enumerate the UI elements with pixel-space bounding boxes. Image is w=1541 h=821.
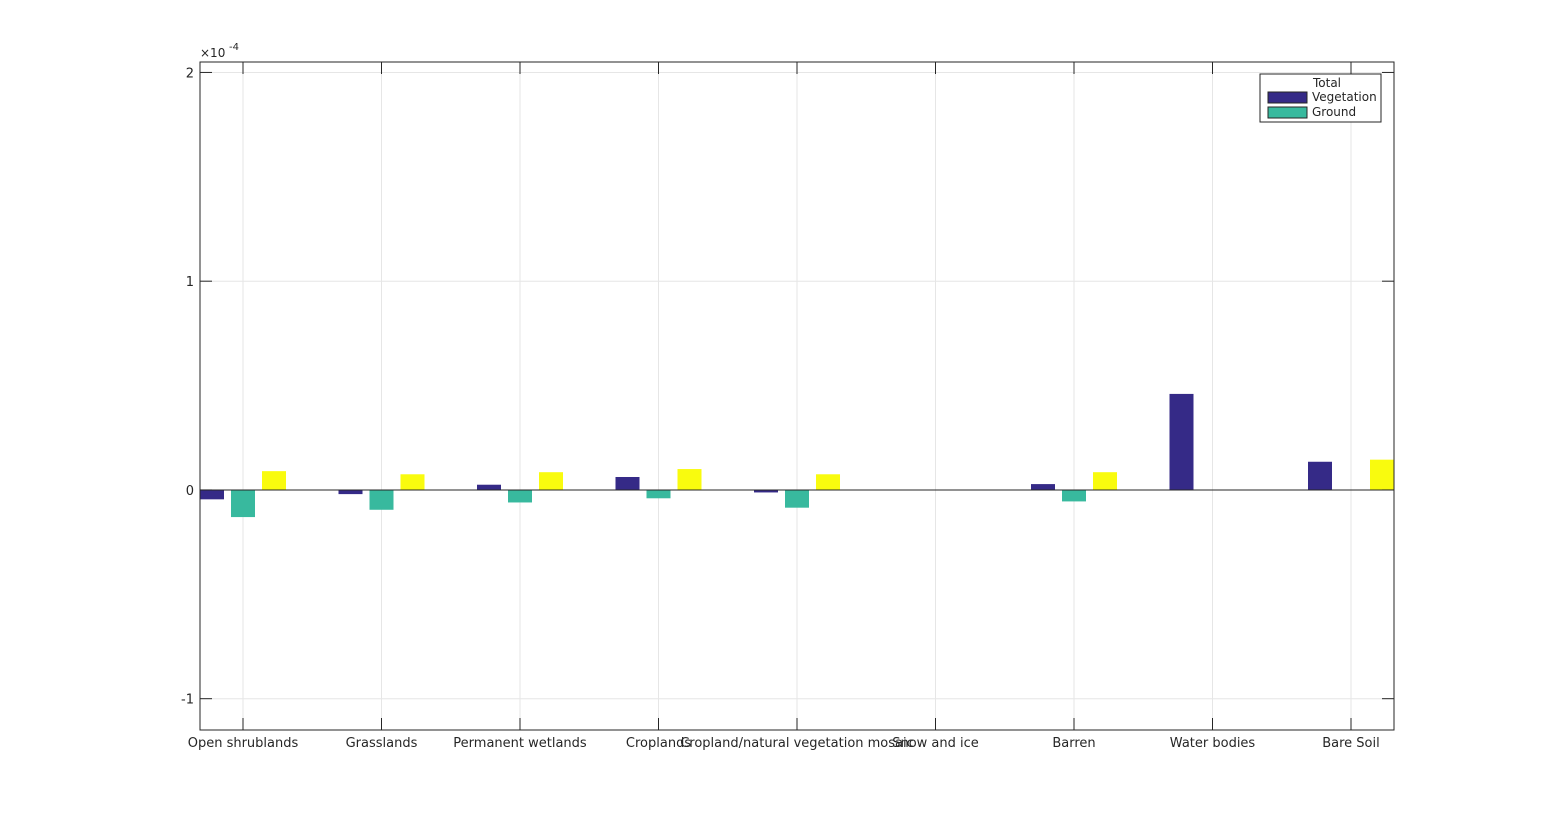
bar [1370,459,1394,490]
bar [508,489,532,503]
legend: Total Vegetation Ground [1259,73,1382,123]
bar [1031,484,1055,490]
x-tick-labels: Open shrublands Grasslands Permanent wetla… [188,736,1380,751]
legend-swatch-vegetation [1267,91,1308,104]
bar [1093,472,1117,490]
bar [1308,461,1332,490]
y-axis-exponent: ×10 -4 [200,42,239,60]
bar [677,469,702,490]
y-tick-label: 0 [186,484,194,499]
x-tick-label: Water bodies [1170,736,1256,751]
bar [785,489,809,508]
x-tick-label: Permanent wetlands [453,736,587,751]
bar [400,474,425,490]
x-tick-label: Bare Soil [1322,736,1380,751]
bar [200,489,224,500]
bar [539,472,563,490]
y-tick-labels: -1 0 1 2 [181,66,194,707]
x-tick-label: Snow and ice [892,736,979,751]
y-tick-label: 2 [186,66,194,81]
legend-label-vegetation: Vegetation [1312,90,1377,104]
x-tick-label: Barren [1052,736,1095,751]
bar [231,489,255,518]
y-tick-label: 1 [186,275,194,290]
legend-label-ground: Ground [1312,105,1356,119]
bar [262,471,286,490]
legend-swatch-ground [1267,106,1308,119]
bar [816,474,840,490]
legend-title: Total [1312,76,1341,90]
bar [338,489,363,495]
bar [646,489,671,499]
x-tick-label: Open shrublands [188,736,299,751]
bar [754,489,778,493]
x-tick-label: Croplands [626,736,691,751]
y-exponent-power: -4 [229,42,239,53]
bar [369,489,394,510]
bar [1062,489,1086,502]
bar [1169,393,1194,490]
axis-ticks [200,62,1394,730]
bars [200,393,1394,518]
bar [477,484,501,490]
y-tick-label: -1 [181,693,194,708]
x-tick-label: Cropland/natural vegetation mosaic [680,736,914,751]
y-exponent-base: ×10 [200,46,225,60]
x-tick-label: Grasslands [346,736,418,751]
bar [615,476,640,490]
